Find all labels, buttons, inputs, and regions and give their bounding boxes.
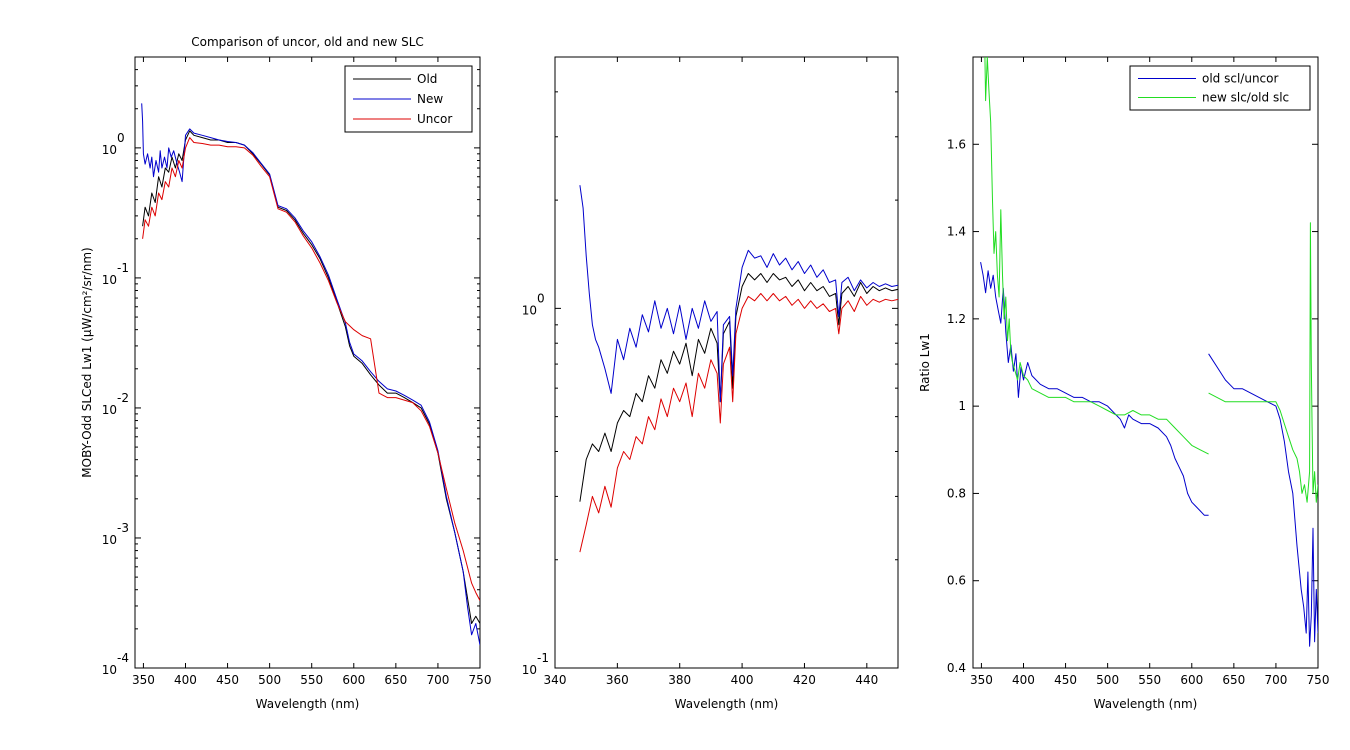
x-tick-label: 550 — [1138, 673, 1161, 687]
x-tick-label: 650 — [384, 673, 407, 687]
y-tick-label-exponent: -4 — [117, 651, 129, 665]
x-tick-label: 750 — [1307, 673, 1330, 687]
legend: old scl/uncor new slc/old slc — [1129, 65, 1311, 111]
y-tick-label: 1.4 — [947, 225, 966, 239]
series-line-new — [141, 103, 480, 646]
y-tick-label: 1.2 — [947, 312, 966, 326]
x-tick-label: 500 — [1096, 673, 1119, 687]
y-tick-label-exponent: 0 — [117, 131, 125, 145]
x-tick-label: 500 — [258, 673, 281, 687]
x-tick-label: 350 — [132, 673, 155, 687]
x-tick-label: 450 — [1054, 673, 1077, 687]
y-tick-label-base: 10 — [102, 663, 117, 677]
x-tick-label: 350 — [970, 673, 993, 687]
legend-entry: old scl/uncor — [1202, 72, 1278, 86]
x-tick-label: 440 — [855, 673, 878, 687]
y-tick-label: 0.6 — [947, 574, 966, 588]
x-axis-label: Wavelength (nm) — [1094, 697, 1198, 711]
y-tick-label: 1 — [958, 399, 966, 413]
y-tick-label-exponent: -1 — [117, 261, 129, 275]
x-tick-label: 750 — [469, 673, 492, 687]
x-tick-label: 340 — [544, 673, 567, 687]
series-line-line-1 — [579, 185, 898, 403]
series-line-old-scl-uncor — [1208, 353, 1318, 647]
x-tick-label: 400 — [1012, 673, 1035, 687]
series-line-new-slc-old-slc — [984, 57, 1209, 455]
x-axis-label: Wavelength (nm) — [675, 697, 779, 711]
legend: Old New Uncor — [344, 65, 473, 133]
x-tick-label: 700 — [1264, 673, 1287, 687]
legend-entry: new slc/old slc — [1202, 91, 1289, 105]
y-tick-label-base: 10 — [102, 403, 117, 417]
legend-box — [1129, 65, 1311, 111]
y-tick-label-base: 10 — [102, 533, 117, 547]
legend-entry: New — [417, 92, 443, 106]
y-axis-label: MOBY-Odd SLCed Lw1 (µW/cm²/sr/nm) — [80, 247, 94, 477]
x-tick-label: 400 — [174, 673, 197, 687]
x-tick-label: 420 — [793, 673, 816, 687]
axes-frame — [554, 56, 899, 669]
axes-frame — [134, 56, 481, 669]
series-line-old — [142, 130, 480, 624]
legend-entry: Uncor — [417, 112, 452, 126]
y-axis-label: Ratio Lw1 — [918, 333, 932, 392]
x-tick-label: 380 — [668, 673, 691, 687]
y-tick-label-base: 10 — [102, 143, 117, 157]
panel-right: 350 400 450 500 550 600 650 700 750 0.4 0.6 0.8 1 1.2… — [918, 56, 1330, 711]
y-tick-label-base: 10 — [522, 663, 537, 677]
x-tick-label: 450 — [216, 673, 239, 687]
y-tick-label: 1.6 — [947, 137, 966, 151]
y-tick-label-base: 10 — [102, 273, 117, 287]
y-tick-label-exponent: -3 — [117, 521, 129, 535]
y-tick-label-base: 10 — [522, 303, 537, 317]
series-line-new-slc-old-slc — [1208, 222, 1318, 503]
x-tick-label: 600 — [342, 673, 365, 687]
y-tick-label-exponent: 0 — [537, 291, 545, 305]
y-tick-label-exponent: -1 — [537, 651, 549, 665]
x-tick-label: 600 — [1180, 673, 1203, 687]
series-line-line-2 — [579, 293, 898, 553]
axes-frame — [972, 56, 1319, 669]
y-tick-label: 0.8 — [947, 486, 966, 500]
legend-entry: Old — [417, 72, 437, 86]
y-tick-label: 0.4 — [947, 661, 966, 675]
series-line-old-scl-uncor — [980, 262, 1209, 516]
x-tick-label: 550 — [300, 673, 323, 687]
x-tick-label: 650 — [1222, 673, 1245, 687]
series-line-uncor — [142, 137, 480, 601]
x-tick-label: 360 — [606, 673, 629, 687]
x-tick-label: 700 — [426, 673, 449, 687]
panel-left: 350 400 450 500 550 600 650 700 75010010-110-210… — [80, 35, 491, 711]
x-axis-label: Wavelength (nm) — [256, 697, 360, 711]
x-tick-label: 400 — [731, 673, 754, 687]
chart-title: Comparison of uncor, old and new SLC — [191, 35, 424, 49]
y-tick-label-exponent: -2 — [117, 391, 129, 405]
